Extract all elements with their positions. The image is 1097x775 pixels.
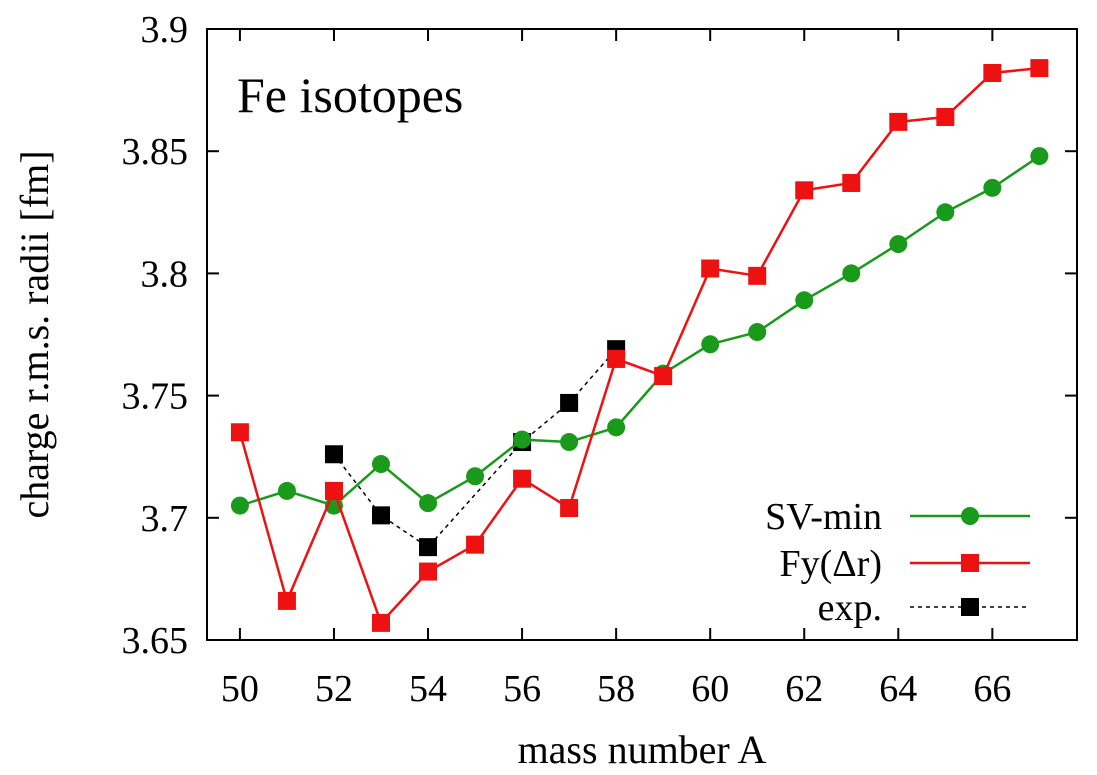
x-tick-label: 62: [785, 668, 823, 710]
series-2: [324, 340, 626, 557]
x-tick-label: 54: [409, 668, 447, 710]
series-0: [230, 147, 1049, 515]
legend-marker: [961, 554, 979, 572]
data-point: [795, 181, 814, 200]
series-group: [230, 59, 1049, 632]
data-point: [277, 591, 296, 610]
series-line: [238, 66, 1040, 626]
data-point: [560, 499, 579, 518]
series-line: [239, 155, 1041, 508]
x-axis-label: mass number A: [518, 727, 767, 772]
data-point: [983, 178, 1002, 197]
y-tick-label: 3.75: [122, 376, 189, 418]
data-point: [889, 112, 908, 131]
data-point: [983, 63, 1002, 82]
x-tick-label: 66: [973, 668, 1011, 710]
data-point: [324, 481, 343, 500]
legend-label: exp.: [818, 587, 882, 629]
x-tick-label: 56: [503, 668, 541, 710]
data-point: [230, 423, 249, 442]
plot-title: Fe isotopes: [237, 67, 463, 123]
data-point: [748, 266, 767, 285]
x-tick-label: 64: [879, 668, 917, 710]
legend-marker: [961, 507, 979, 525]
series-1: [230, 59, 1049, 632]
legend-label: SV-min: [765, 496, 882, 538]
data-point: [1030, 147, 1049, 166]
data-point: [419, 538, 438, 557]
data-point: [560, 393, 579, 412]
data-point: [419, 494, 438, 513]
data-point: [842, 173, 861, 192]
data-point: [324, 445, 343, 464]
data-point: [936, 107, 955, 126]
y-tick-label: 3.65: [122, 620, 189, 662]
plot-frame: [206, 28, 1078, 641]
data-point: [1030, 59, 1049, 78]
y-tick-label: 3.8: [141, 253, 189, 295]
data-point: [654, 367, 673, 386]
data-point: [889, 235, 908, 254]
data-point: [701, 335, 720, 354]
data-point: [419, 562, 438, 581]
data-point: [607, 349, 626, 368]
data-point: [842, 264, 861, 283]
data-point: [372, 455, 390, 474]
x-tick-label: 50: [221, 668, 259, 710]
data-point: [607, 418, 626, 437]
data-point: [277, 481, 296, 500]
x-tick-label: 52: [315, 668, 353, 710]
data-point: [466, 535, 485, 554]
data-point: [513, 430, 532, 449]
tick-labels: 50 52 54 56 58 60 62 64 66 3.65 3.7 3.75 3.8 3.85 3.9: [122, 9, 1012, 710]
legend-label: Fy(Δr): [779, 543, 882, 585]
legend: SV-min Fy(Δr)exp.: [765, 496, 1030, 629]
data-point: [513, 469, 532, 488]
y-axis-label: charge r.m.s. radii [fm]: [12, 150, 57, 518]
data-point: [795, 291, 814, 310]
data-point: [372, 613, 390, 632]
legend-marker: [961, 598, 979, 616]
data-point: [372, 506, 390, 525]
data-point: [701, 259, 720, 278]
y-tick-label: 3.9: [141, 9, 189, 51]
data-point: [466, 467, 485, 486]
data-point: [230, 496, 249, 515]
data-point: [748, 323, 767, 342]
data-point: [560, 433, 579, 452]
y-tick-label: 3.85: [122, 131, 189, 173]
x-tick-label: 60: [691, 668, 729, 710]
data-point: [936, 203, 955, 222]
y-tick-label: 3.7: [141, 498, 189, 540]
x-tick-label: 58: [597, 668, 635, 710]
